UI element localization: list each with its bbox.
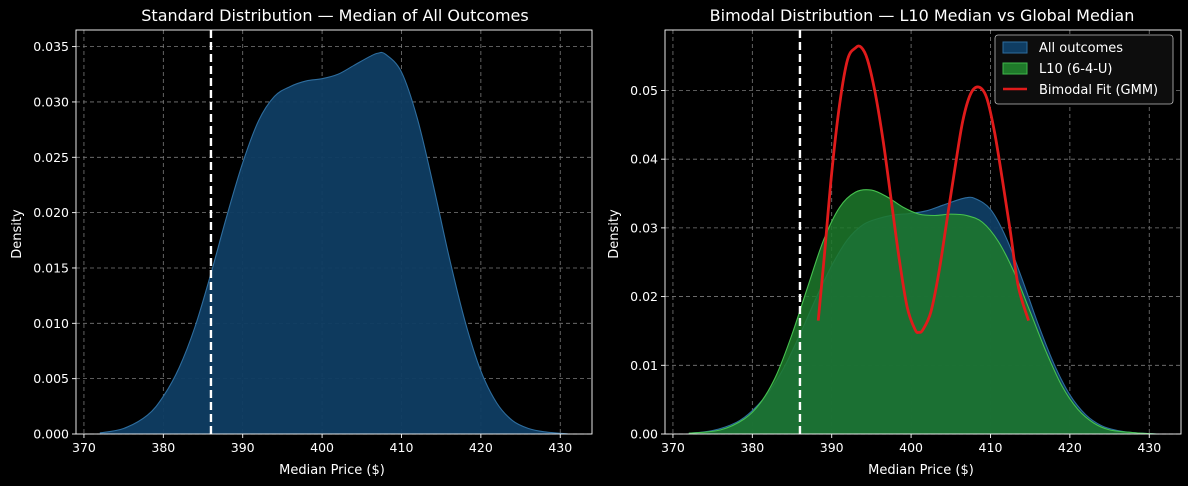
x-tick-label: 390 [231,440,255,455]
legend-box [994,34,1174,105]
x-tick-label: 390 [820,440,844,455]
x-tick-label: 370 [661,440,685,455]
density-curve-l10-6-4-u [688,189,1158,435]
y-axis-label: Density [607,209,622,259]
y-tick-label: 0.015 [33,260,69,275]
x-tick-label: 430 [1137,440,1161,455]
chart-bimodal-distribution: Bimodal Distribution — L10 Median vs Glo… [607,6,1182,478]
fit-line-group [816,44,1030,334]
y-tick-label: 0.04 [630,152,658,167]
y-tick-label: 0.025 [33,150,69,165]
density-areas [688,189,1158,435]
x-tick-label: 380 [151,440,175,455]
chart-standard-distribution: Standard Distribution — Median of All Ou… [10,6,593,478]
chart-title: Standard Distribution — Median of All Ou… [141,6,528,25]
x-axis-label: Median Price ($) [868,463,974,478]
legend-swatch-l10 [1002,62,1028,75]
plot-frame [75,29,593,435]
x-tick-label: 420 [1058,440,1082,455]
y-axis-label: Density [10,209,25,259]
x-tick-label: 400 [899,440,923,455]
x-tick-label: 380 [740,440,764,455]
legend-label-gmm-fit: Bimodal Fit (GMM) [1039,83,1158,98]
y-tick-label: 0.02 [630,289,658,304]
y-tick-label: 0.005 [33,371,69,386]
x-tick-label: 410 [979,440,1003,455]
gmm-fit-line [816,44,1030,334]
density-area-all-outcomes [99,52,569,434]
x-tick-label: 400 [310,440,334,455]
y-tick-label: 0.03 [630,220,658,235]
x-tick-label: 370 [72,440,96,455]
density-areas [99,51,569,435]
y-tick-label: 0.035 [33,39,69,54]
y-tick-label: 0.00 [630,427,658,442]
density-area-l10-6-4-u [688,189,1158,434]
y-tick-label: 0.000 [33,427,69,442]
plot-frame [664,29,1182,435]
x-axis-label: Median Price ($) [279,463,385,478]
y-ticks: 0.00 0.01 0.02 0.03 0.04 0.05 [630,83,665,442]
legend: All outcomes L10 (6-4-U) Bimodal Fit (GM… [994,34,1174,105]
y-tick-label: 0.010 [33,316,69,331]
x-tick-label: 420 [469,440,493,455]
y-ticks: 0.000 0.005 0.010 0.015 0.020 0.025 0.030 0.035 [33,39,76,442]
x-ticks: 370 380 390 400 410 420 430 [72,434,572,455]
legend-swatch-all-outcomes [1002,41,1028,54]
y-tick-label: 0.05 [630,83,658,98]
x-tick-label: 410 [390,440,414,455]
legend-label-all-outcomes: All outcomes [1039,41,1123,56]
y-tick-label: 0.01 [630,358,658,373]
x-ticks: 370 380 390 400 410 420 430 [661,434,1161,455]
chart-title: Bimodal Distribution — L10 Median vs Glo… [710,6,1135,25]
density-curve-all-outcomes [99,51,569,435]
x-tick-label: 430 [548,440,572,455]
y-tick-label: 0.030 [33,94,69,109]
y-tick-label: 0.020 [33,205,69,220]
legend-label-l10: L10 (6-4-U) [1039,62,1113,77]
